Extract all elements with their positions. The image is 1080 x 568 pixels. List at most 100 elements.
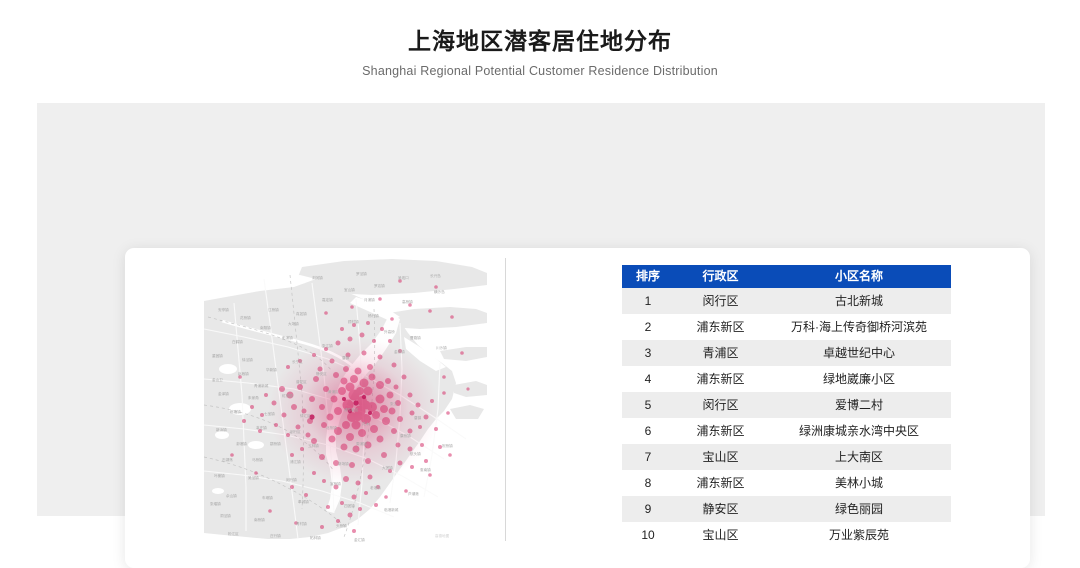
svg-text:朱家角: 朱家角 xyxy=(248,395,259,400)
svg-text:南桥镇: 南桥镇 xyxy=(254,517,265,522)
svg-text:老港镇: 老港镇 xyxy=(370,485,381,490)
cell-community: 绿地崴廉小区 xyxy=(767,366,951,392)
svg-text:金汇镇: 金汇镇 xyxy=(354,537,365,542)
svg-text:安亭镇: 安亭镇 xyxy=(218,307,229,312)
content-card: 浏河镇 罗泾镇 吴淞口 长兴岛 宝山镇 罗店镇 横沙岛 高桥镇 嘉定镇 月浦镇 杨行镇 顾村… xyxy=(125,248,1030,568)
svg-text:重固镇: 重固镇 xyxy=(212,353,223,358)
svg-text:航头镇: 航头镇 xyxy=(410,451,421,456)
svg-text:石湖荡: 石湖荡 xyxy=(222,457,233,462)
table-row[interactable]: 1 闵行区 古北新城 xyxy=(622,288,951,314)
svg-text:赵巷镇: 赵巷镇 xyxy=(238,371,249,376)
svg-text:杨行镇: 杨行镇 xyxy=(368,313,379,318)
svg-text:奉城镇: 奉城镇 xyxy=(298,499,309,504)
svg-text:金山卫: 金山卫 xyxy=(212,377,223,382)
page-title: 上海地区潜客居住地分布 xyxy=(408,28,672,54)
cell-district: 静安区 xyxy=(674,496,767,522)
svg-text:松江区: 松江区 xyxy=(228,531,239,536)
svg-text:祝桥镇: 祝桥镇 xyxy=(442,443,453,448)
cell-rank: 8 xyxy=(622,470,674,496)
svg-text:青村镇: 青村镇 xyxy=(296,521,307,526)
svg-text:顾村镇: 顾村镇 xyxy=(348,319,359,324)
svg-text:普陀区: 普陀区 xyxy=(296,379,307,384)
cell-district: 浦东新区 xyxy=(674,470,767,496)
column-header-district[interactable]: 行政区 xyxy=(674,265,767,288)
column-header-rank[interactable]: 排序 xyxy=(622,265,674,288)
svg-text:庄行镇: 庄行镇 xyxy=(270,533,281,538)
svg-text:练塘镇: 练塘镇 xyxy=(230,409,241,414)
svg-text:四团镇: 四团镇 xyxy=(344,503,355,508)
shanghai-density-map[interactable]: 浏河镇 罗泾镇 吴淞口 长兴岛 宝山镇 罗店镇 横沙岛 高桥镇 嘉定镇 月浦镇 杨行镇 顾村… xyxy=(204,259,487,549)
table-row[interactable]: 6 浦东新区 绿洲康城亲水湾中央区 xyxy=(622,418,951,444)
ranking-table-container: 排序 行政区 小区名称 1 闵行区 古北新城 2 浦东新区 万科·海上传奇御桥河… xyxy=(622,265,951,548)
table-body: 1 闵行区 古北新城 2 浦东新区 万科·海上传奇御桥河滨苑 3 青浦区 卓越世… xyxy=(622,288,951,548)
svg-text:南翔镇: 南翔镇 xyxy=(260,325,271,330)
svg-text:宣桥镇: 宣桥镇 xyxy=(330,481,341,486)
page-subtitle: Shanghai Regional Potential Customer Res… xyxy=(362,64,718,78)
svg-text:唐镇: 唐镇 xyxy=(342,355,350,360)
svg-text:车墩镇: 车墩镇 xyxy=(262,495,273,500)
svg-text:金泽镇: 金泽镇 xyxy=(218,391,229,396)
svg-text:张江镇: 张江镇 xyxy=(322,343,333,348)
cell-district: 闵行区 xyxy=(674,392,767,418)
cell-rank: 1 xyxy=(622,288,674,314)
cell-community: 万业紫辰苑 xyxy=(767,522,951,548)
cell-district: 宝山区 xyxy=(674,522,767,548)
table-row[interactable]: 8 浦东新区 美林小城 xyxy=(622,470,951,496)
cell-community: 爱博二村 xyxy=(767,392,951,418)
table-header-row: 排序 行政区 小区名称 xyxy=(622,265,951,288)
content-panel: 浏河镇 罗泾镇 吴淞口 长兴岛 宝山镇 罗店镇 横沙岛 高桥镇 嘉定镇 月浦镇 杨行镇 顾村… xyxy=(37,103,1045,568)
cell-rank: 9 xyxy=(622,496,674,522)
svg-text:浏河镇: 浏河镇 xyxy=(312,275,323,280)
table-row[interactable]: 3 青浦区 卓越世纪中心 xyxy=(622,340,951,366)
svg-text:芦潮港: 芦潮港 xyxy=(408,491,419,496)
cell-community: 上大南区 xyxy=(767,444,951,470)
svg-text:张堰镇: 张堰镇 xyxy=(210,501,221,506)
svg-text:外高桥: 外高桥 xyxy=(384,329,395,334)
cell-community: 卓越世纪中心 xyxy=(767,340,951,366)
table-row[interactable]: 5 闵行区 爱博二村 xyxy=(622,392,951,418)
column-header-community[interactable]: 小区名称 xyxy=(767,265,951,288)
svg-text:周浦镇: 周浦镇 xyxy=(356,441,367,446)
cell-rank: 5 xyxy=(622,392,674,418)
svg-text:大团镇: 大团镇 xyxy=(382,465,393,470)
map-table-divider xyxy=(505,258,506,541)
svg-text:康桥镇: 康桥镇 xyxy=(400,433,411,438)
svg-text:徐汇区: 徐汇区 xyxy=(300,413,311,418)
svg-text:浦东新区: 浦东新区 xyxy=(344,407,359,412)
cell-rank: 7 xyxy=(622,444,674,470)
cell-district: 浦东新区 xyxy=(674,366,767,392)
svg-text:长兴岛: 长兴岛 xyxy=(430,273,441,278)
svg-text:闵行区: 闵行区 xyxy=(290,429,301,434)
svg-text:柘林镇: 柘林镇 xyxy=(310,535,321,540)
svg-text:颛桥镇: 颛桥镇 xyxy=(270,441,281,446)
svg-text:洞泾镇: 洞泾镇 xyxy=(220,513,231,518)
cell-rank: 2 xyxy=(622,314,674,340)
svg-text:泖港镇: 泖港镇 xyxy=(236,441,247,446)
svg-text:华新镇: 华新镇 xyxy=(266,367,277,372)
svg-text:唐镇: 唐镇 xyxy=(414,415,422,420)
svg-text:吴泾镇: 吴泾镇 xyxy=(248,475,259,480)
cell-rank: 4 xyxy=(622,366,674,392)
table-row[interactable]: 9 静安区 绿色丽园 xyxy=(622,496,951,522)
svg-text:浦江镇: 浦江镇 xyxy=(290,459,301,464)
svg-text:宝山镇: 宝山镇 xyxy=(344,287,355,292)
table-row[interactable]: 7 宝山区 上大南区 xyxy=(622,444,951,470)
svg-text:新浜镇: 新浜镇 xyxy=(216,427,227,432)
svg-text:彭浦镇: 彭浦镇 xyxy=(282,335,293,340)
svg-text:高桥镇: 高桥镇 xyxy=(402,299,413,304)
svg-text:张江: 张江 xyxy=(390,401,398,406)
svg-text:江桥镇: 江桥镇 xyxy=(268,307,279,312)
svg-text:三林镇: 三林镇 xyxy=(308,443,319,448)
table-row[interactable]: 2 浦东新区 万科·海上传奇御桥河滨苑 xyxy=(622,314,951,340)
table-row[interactable]: 4 浦东新区 绿地崴廉小区 xyxy=(622,366,951,392)
svg-text:真如镇: 真如镇 xyxy=(296,311,307,316)
svg-text:七宝镇: 七宝镇 xyxy=(264,411,275,416)
cell-community: 绿色丽园 xyxy=(767,496,951,522)
svg-text:花木: 花木 xyxy=(362,421,370,426)
table-row[interactable]: 10 宝山区 万业紫辰苑 xyxy=(622,522,951,548)
svg-text:横沙岛: 横沙岛 xyxy=(434,289,445,294)
svg-text:头桥镇: 头桥镇 xyxy=(336,523,347,528)
svg-text:青浦新城: 青浦新城 xyxy=(254,383,269,388)
svg-text:大场镇: 大场镇 xyxy=(288,321,299,326)
svg-text:惠南镇: 惠南镇 xyxy=(420,467,431,472)
